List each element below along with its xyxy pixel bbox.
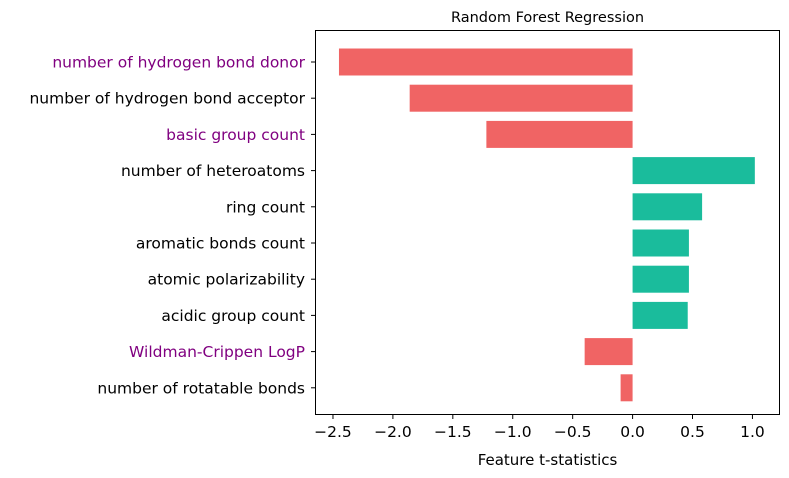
- x-tick-label: −1.0: [494, 423, 532, 441]
- x-tick-label: −0.5: [554, 423, 592, 441]
- bar-atomic-polarizability: [632, 265, 689, 293]
- bar-wildman-crippen-logp: [584, 338, 633, 366]
- y-ticks-group: number of hydrogen bond donor number of h…: [29, 54, 315, 397]
- x-tick-label: −2.0: [374, 423, 412, 441]
- y-tick-label: atomic polarizability: [148, 271, 305, 289]
- x-tick-label: 0.0: [620, 423, 645, 441]
- y-tick-label: aromatic bonds count: [136, 235, 305, 253]
- bar-ring-count: [632, 193, 703, 221]
- y-tick-label: Wildman-Crippen LogP: [129, 343, 305, 361]
- bar-number-of-hydrogen-bond-acceptor: [409, 84, 633, 112]
- y-tick-label: number of heteroatoms: [121, 162, 305, 180]
- x-tick-label: 0.5: [680, 423, 705, 441]
- bar-number-of-rotatable-bonds: [620, 374, 633, 402]
- bar-aromatic-bonds-count: [632, 229, 689, 257]
- y-tick-label: ring count: [226, 198, 305, 216]
- bar-number-of-heteroatoms: [632, 157, 755, 185]
- y-tick-label: acidic group count: [161, 307, 305, 325]
- y-tick-label: number of hydrogen bond acceptor: [29, 90, 305, 108]
- y-tick-label: number of rotatable bonds: [97, 379, 305, 397]
- chart-title: Random Forest Regression: [451, 10, 644, 26]
- bars-group: [338, 48, 755, 402]
- bar-acidic-group-count: [632, 301, 688, 329]
- bar-number-of-hydrogen-bond-donor: [338, 48, 633, 76]
- bar-basic-group-count: [486, 120, 633, 148]
- x-tick-label: −1.5: [434, 423, 472, 441]
- y-tick-label: number of hydrogen bond donor: [52, 54, 305, 72]
- x-axis-label: Feature t-statistics: [478, 451, 618, 469]
- x-tick-label: −2.5: [314, 423, 352, 441]
- y-tick-label: basic group count: [166, 126, 305, 144]
- x-tick-label: 1.0: [740, 423, 765, 441]
- x-ticks-group: −2.5 −2.0 −1.5 −1.0 −0.5 0.0 0.5 1.0: [314, 415, 765, 441]
- plot-frame: [315, 30, 780, 415]
